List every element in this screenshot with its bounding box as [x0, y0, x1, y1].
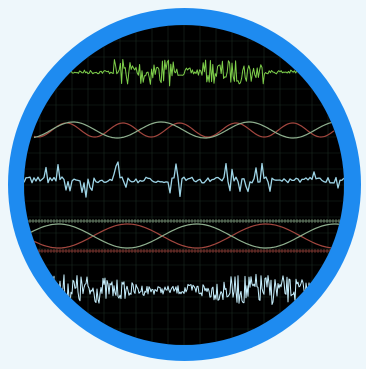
waveform-display: [24, 25, 344, 345]
scope-traces: [24, 59, 344, 306]
trace-spiky-signal: [24, 161, 344, 198]
trace-slow-sine-red: [24, 223, 344, 249]
trace-burst-noise: [63, 59, 314, 87]
trace-sine-sage: [33, 121, 335, 139]
trace-sine-red: [33, 122, 335, 138]
oscilloscope-screen: [24, 25, 344, 345]
trace-slow-sine-sage: [24, 223, 344, 249]
trace-dense-noise: [43, 273, 325, 306]
